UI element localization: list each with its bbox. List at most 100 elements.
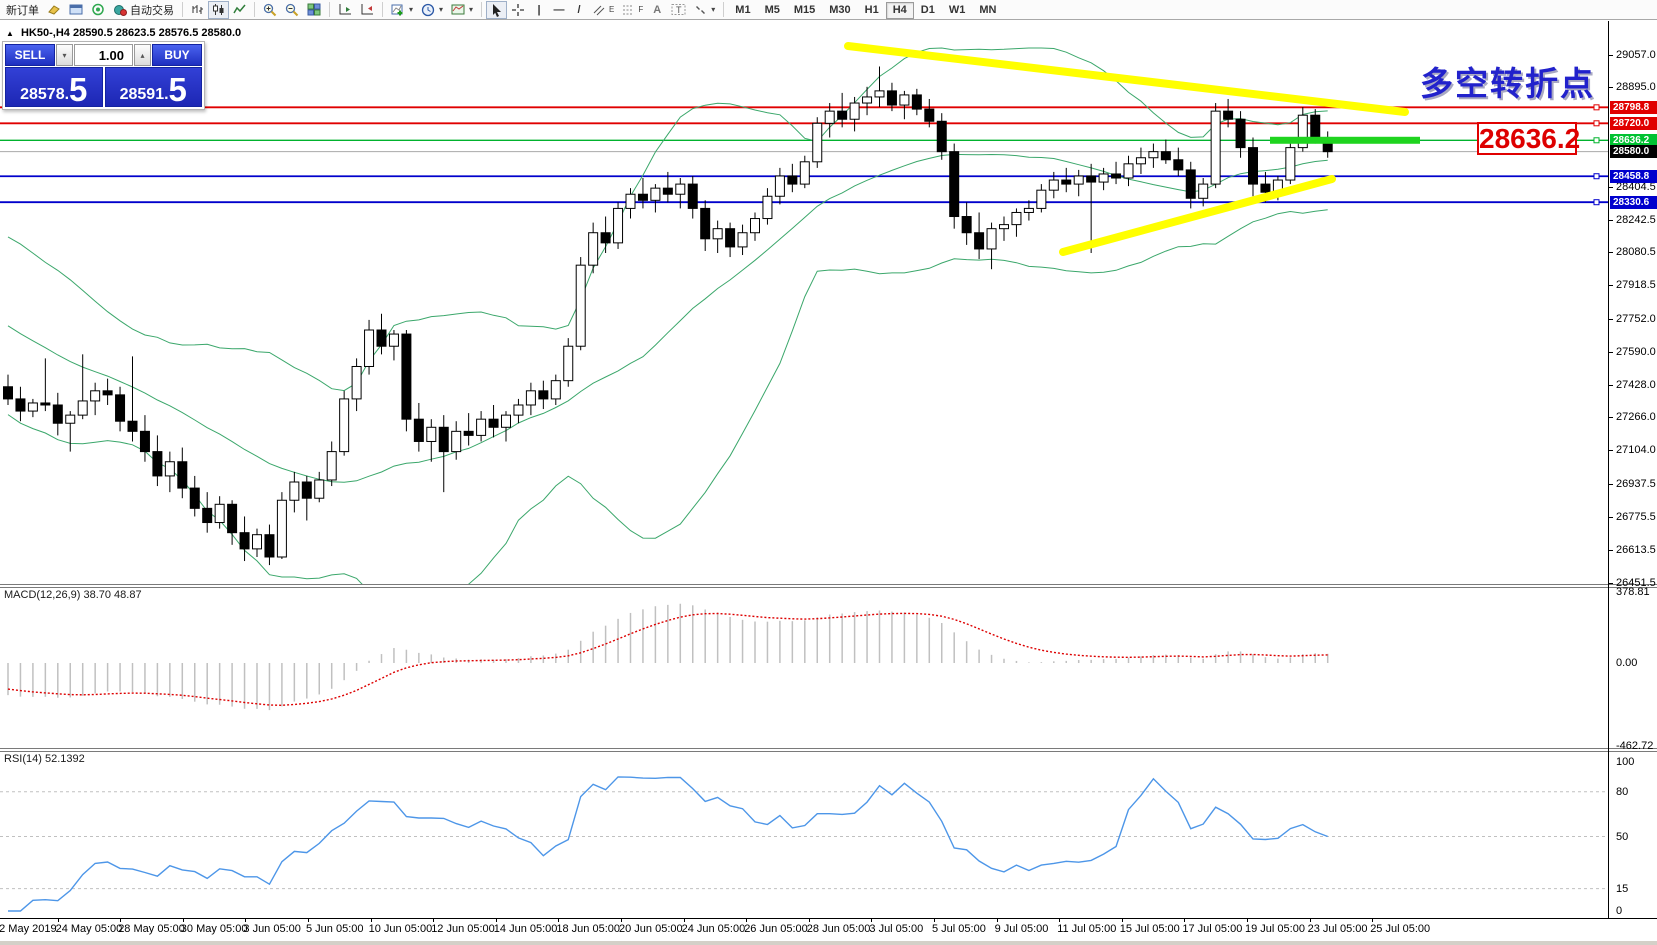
- main-plot-area[interactable]: [0, 21, 1608, 918]
- bull-candle: [164, 461, 175, 477]
- pane-separator[interactable]: [0, 748, 1657, 752]
- templates-icon: [451, 4, 465, 15]
- bull-candle: [625, 193, 636, 209]
- sell-button[interactable]: SELL: [5, 44, 55, 66]
- macd-indicator-label: MACD(12,26,9) 38.70 48.87: [4, 589, 142, 601]
- line-anchor[interactable]: [1593, 199, 1600, 206]
- yellow-trendline-2[interactable]: [1059, 175, 1336, 256]
- bull-candle: [1036, 189, 1047, 209]
- zoom-out-button[interactable]: [281, 1, 303, 19]
- buy-price-display[interactable]: 28591. 5: [104, 67, 202, 107]
- one-click-panel-toggle[interactable]: ▲: [6, 29, 14, 38]
- zoom-in-button[interactable]: [259, 1, 281, 19]
- svg-text:T: T: [676, 5, 682, 15]
- timeframe-m5[interactable]: M5: [758, 2, 787, 19]
- volume-decrease-button[interactable]: ▾: [56, 44, 73, 66]
- signals-icon[interactable]: [87, 1, 109, 19]
- auto-trading-button[interactable]: 自动交易: [109, 1, 178, 19]
- timeframe-h4[interactable]: H4: [885, 1, 914, 19]
- periods-button[interactable]: ▾: [417, 1, 447, 19]
- price-tick-label: 26451.5: [1616, 576, 1656, 589]
- price-callout-box[interactable]: 28636.2: [1477, 122, 1581, 155]
- bear-candle: [538, 390, 549, 400]
- tile-windows-button[interactable]: [303, 1, 325, 19]
- indicators-button[interactable]: ▾: [387, 1, 417, 19]
- volume-input[interactable]: 1.00: [74, 44, 133, 66]
- line-anchor[interactable]: [1593, 104, 1600, 111]
- sell-price-display[interactable]: 28578. 5: [5, 67, 103, 107]
- new-order-button[interactable]: 新订单: [2, 1, 43, 19]
- bull-candle: [388, 333, 399, 347]
- bear-candle: [949, 151, 960, 218]
- vertical-line-button[interactable]: |: [529, 1, 549, 19]
- fibonacci-button[interactable]: F: [618, 1, 647, 19]
- line-anchor[interactable]: [1593, 173, 1600, 180]
- history-center-icon[interactable]: [43, 1, 65, 19]
- bear-candle: [52, 404, 63, 424]
- bull-candle: [90, 390, 101, 402]
- yellow-trendline-1[interactable]: [844, 42, 1409, 116]
- bear-candle: [1185, 169, 1196, 199]
- line-anchor[interactable]: [1593, 137, 1600, 144]
- auto-scroll-button[interactable]: [334, 1, 356, 19]
- bull-candle: [1048, 179, 1059, 191]
- price-tick: [1608, 549, 1613, 551]
- timeframe-m15[interactable]: M15: [787, 2, 822, 19]
- timeframe-m1[interactable]: M1: [728, 2, 757, 19]
- bar-chart-button[interactable]: [187, 1, 208, 19]
- bull-candle: [501, 414, 511, 428]
- horizontal-line-button[interactable]: —: [549, 1, 569, 19]
- bear-candle: [911, 94, 922, 110]
- macd-tick-label: 378.81: [1616, 586, 1650, 598]
- line-anchor-markers[interactable]: [1593, 104, 1600, 206]
- gold-book-icon: [48, 5, 60, 15]
- market-watch-icon[interactable]: [65, 1, 87, 19]
- line-chart-button[interactable]: [229, 1, 250, 19]
- cursor-button[interactable]: [486, 0, 508, 19]
- bear-candle: [264, 534, 275, 558]
- price-tick-label: 27428.0: [1616, 378, 1656, 391]
- price-tick: [1608, 285, 1613, 287]
- caret-up-icon: ▴: [140, 50, 145, 60]
- price-badge-current: 28580.0: [1610, 145, 1657, 159]
- time-axis-tick: [1247, 918, 1248, 922]
- candlestick-chart-button[interactable]: [208, 0, 229, 19]
- tile-windows-icon: [307, 3, 321, 16]
- price-tick: [1608, 417, 1613, 419]
- templates-button[interactable]: ▾: [447, 1, 477, 19]
- price-badge-red: 28720.0: [1610, 116, 1657, 130]
- equidistant-channel-button[interactable]: E: [589, 1, 618, 19]
- timeframe-w1[interactable]: W1: [942, 2, 973, 19]
- text-button[interactable]: A: [647, 1, 667, 19]
- timeframe-m30[interactable]: M30: [822, 2, 857, 19]
- macd-tick-label: 0.00: [1616, 657, 1638, 669]
- time-axis-tick: [245, 918, 247, 922]
- timeframe-d1[interactable]: D1: [914, 2, 942, 19]
- bear-candle: [227, 503, 238, 534]
- time-axis-label: 17 Jul 05:00: [1182, 923, 1243, 935]
- line-anchor[interactable]: [1593, 120, 1600, 127]
- volume-increase-button[interactable]: ▴: [134, 44, 151, 66]
- timeframe-mn[interactable]: MN: [972, 2, 1003, 19]
- bear-candle: [837, 110, 848, 120]
- bear-candle: [139, 430, 150, 453]
- bull-candle: [737, 232, 748, 248]
- timeframe-h1[interactable]: H1: [858, 2, 886, 19]
- bear-candle: [700, 207, 711, 240]
- caret-down-icon: ▾: [711, 5, 716, 14]
- arrows-button[interactable]: ▾: [690, 1, 719, 19]
- buy-button[interactable]: BUY: [152, 44, 202, 66]
- yellow-trendlines[interactable]: [844, 42, 1409, 256]
- trendline-button[interactable]: /: [569, 1, 589, 19]
- bollinger-middle: [7, 153, 1328, 483]
- time-axis-tick: [558, 918, 560, 922]
- turning-point-annotation[interactable]: 多空转折点: [1420, 65, 1595, 102]
- bull-candle: [812, 122, 823, 163]
- text-label-button[interactable]: T: [667, 1, 690, 19]
- chart-shift-button[interactable]: [356, 1, 378, 19]
- highlighted-price-zone[interactable]: [1270, 136, 1420, 144]
- bear-candle: [488, 418, 499, 428]
- crosshair-button[interactable]: [507, 1, 529, 19]
- pane-separator[interactable]: [0, 584, 1657, 588]
- green-highlight-segment[interactable]: [1270, 136, 1420, 144]
